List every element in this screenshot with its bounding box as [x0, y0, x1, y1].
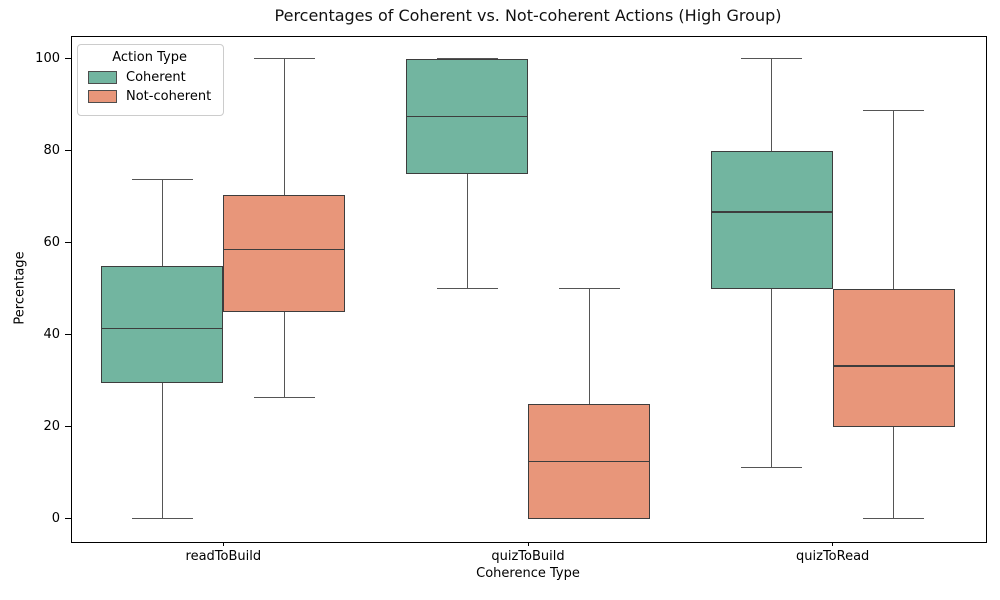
box-not-coherent — [832, 288, 955, 427]
whisker-cap — [436, 288, 498, 290]
chart-title: Percentages of Coherent vs. Not-coherent… — [274, 6, 782, 25]
x-tick-mark — [832, 542, 834, 546]
whisker-line — [893, 110, 895, 289]
legend-item-coherent: Coherent — [88, 70, 211, 85]
median-line — [832, 365, 955, 367]
y-axis-label: Percentage — [12, 251, 28, 325]
median-line — [223, 248, 346, 251]
whisker-line — [588, 288, 590, 404]
y-tick-mark — [65, 334, 71, 336]
y-tick-label: 60 — [43, 234, 60, 250]
whisker-cap — [253, 58, 315, 60]
y-tick-label: 80 — [43, 142, 60, 158]
legend: Action Type Coherent Not-coherent — [77, 44, 225, 116]
box-not-coherent — [223, 195, 346, 312]
y-tick-label: 100 — [35, 50, 60, 66]
legend-title: Action Type — [112, 50, 187, 65]
box-coherent — [101, 265, 224, 383]
y-tick-mark — [65, 242, 71, 244]
x-axis-label: Coherence Type — [476, 566, 580, 581]
whisker-cap — [741, 467, 803, 469]
whisker-line — [283, 311, 285, 398]
y-tick-label: 0 — [51, 510, 60, 526]
whisker-cap — [558, 518, 620, 520]
whisker-line — [161, 179, 163, 266]
whisker-line — [893, 426, 895, 519]
box-coherent — [710, 150, 833, 289]
median-line — [101, 327, 224, 330]
y-tick-mark — [65, 426, 71, 428]
x-tick-label: readToBuild — [185, 549, 262, 564]
legend-swatch-coherent-icon — [88, 71, 117, 84]
x-tick-label: quizToRead — [796, 549, 870, 564]
legend-item-not-coherent: Not-coherent — [88, 89, 211, 104]
y-tick-label: 20 — [43, 418, 60, 434]
whisker-cap — [741, 58, 803, 60]
y-tick-mark — [65, 150, 71, 152]
median-line — [528, 460, 650, 463]
median-line — [406, 115, 528, 118]
whisker-cap — [863, 109, 925, 111]
whisker-line — [771, 58, 773, 151]
whisker-cap — [131, 179, 193, 181]
x-tick-mark — [527, 542, 529, 546]
legend-label-coherent: Coherent — [126, 70, 186, 85]
whisker-cap — [131, 518, 193, 520]
whisker-line — [771, 288, 773, 468]
y-tick-label: 40 — [43, 326, 60, 342]
whisker-cap — [253, 397, 315, 399]
legend-swatch-not-coherent-icon — [88, 90, 117, 103]
y-tick-mark — [65, 58, 71, 60]
x-tick-label: quizToBuild — [491, 549, 565, 564]
whisker-line — [466, 173, 468, 289]
legend-label-not-coherent: Not-coherent — [126, 89, 212, 104]
median-line — [710, 211, 833, 213]
whisker-cap — [863, 518, 925, 520]
x-tick-mark — [222, 542, 224, 546]
whisker-cap — [558, 288, 620, 290]
y-tick-mark — [65, 518, 71, 520]
whisker-line — [283, 58, 285, 196]
whisker-line — [161, 382, 163, 519]
